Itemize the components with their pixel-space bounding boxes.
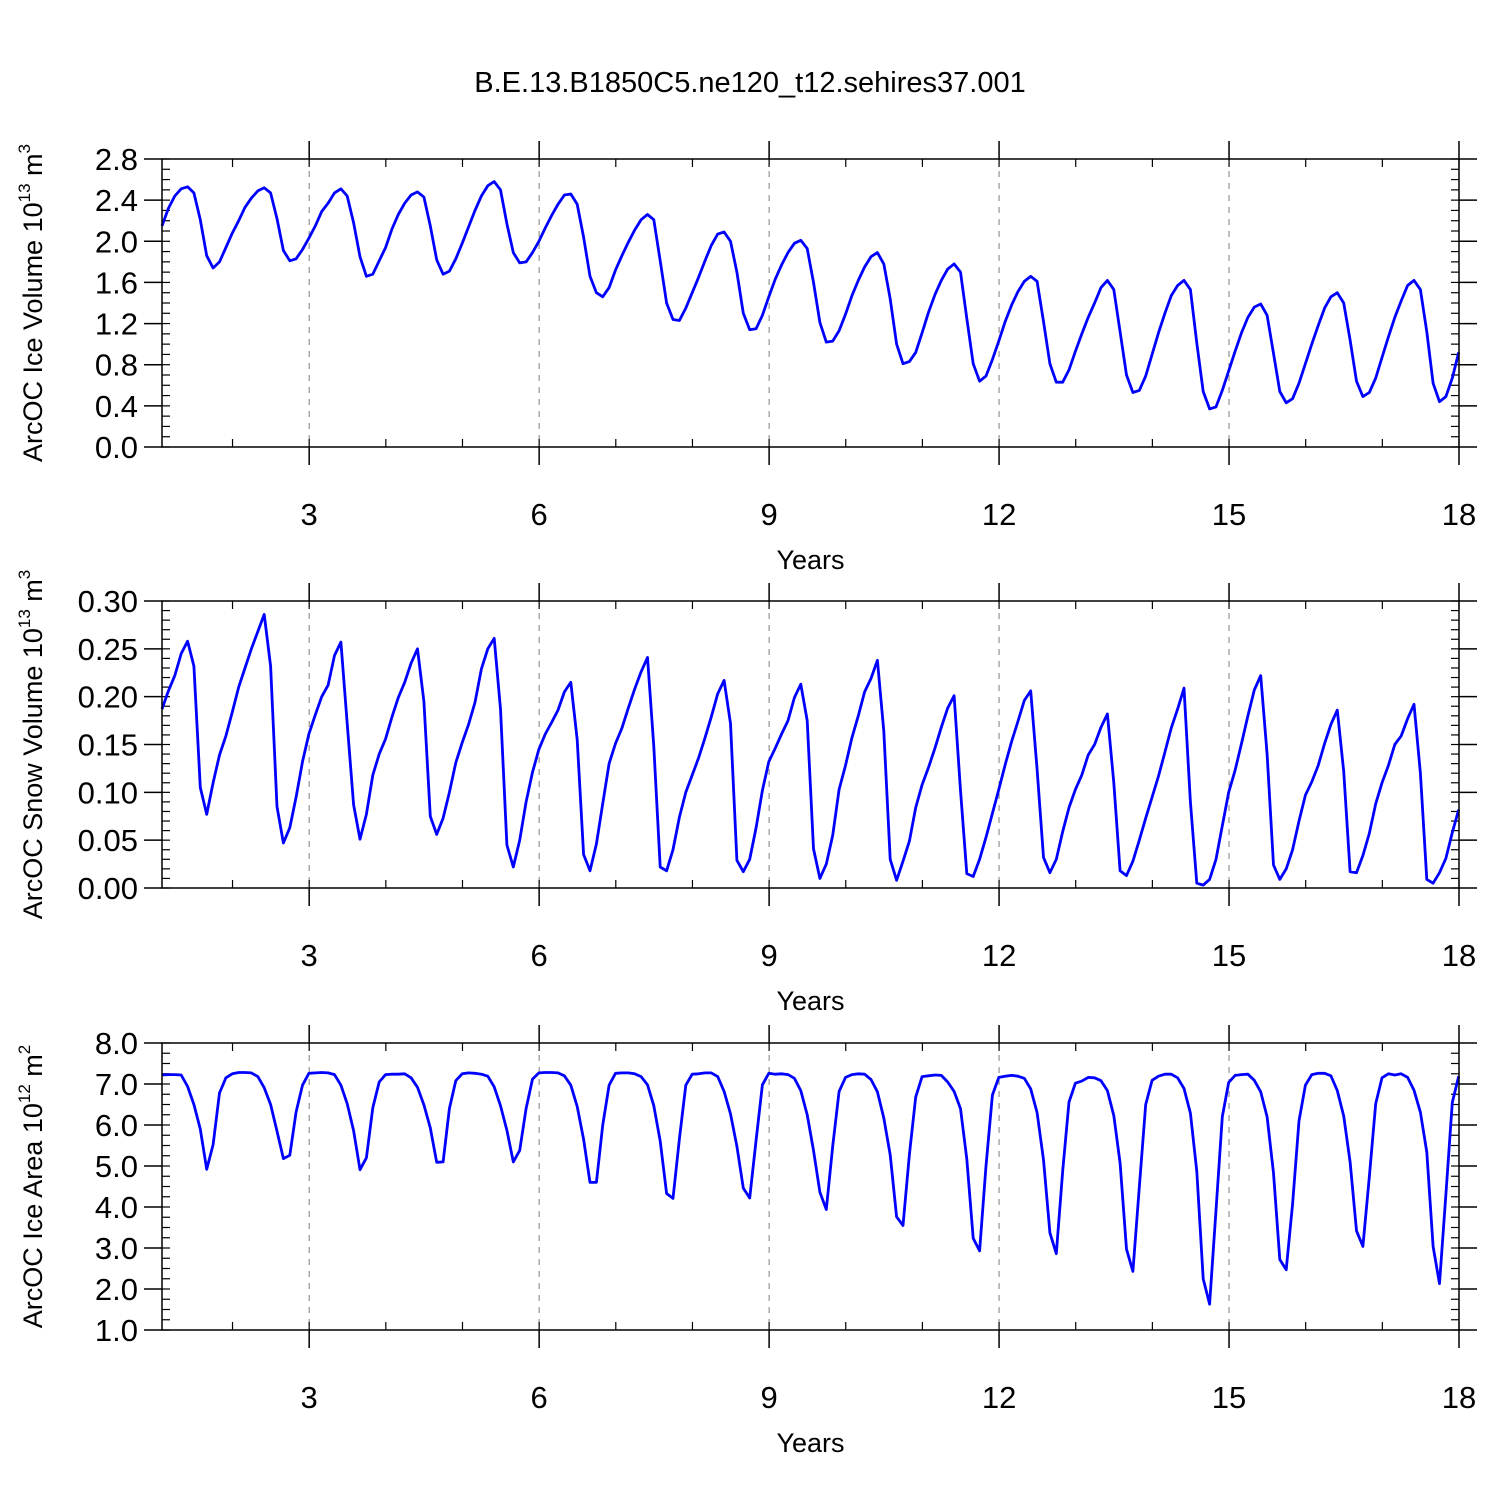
figure-title: B.E.13.B1850C5.ne120_t12.sehires37.001 xyxy=(474,67,1025,99)
y-axis-label: ArcOC Snow Volume 1013 m3 xyxy=(15,570,48,920)
x-tick-label: 3 xyxy=(301,497,318,532)
y-axis-label-unit-exponent: 3 xyxy=(15,570,34,579)
series-line xyxy=(160,613,1461,887)
y-tick-label: 0.4 xyxy=(95,389,138,424)
y-tick-label: 6.0 xyxy=(95,1108,138,1143)
y-axis-label-main: ArcOC Ice Area 10 xyxy=(18,1103,48,1328)
y-axis-label-main: ArcOC Ice Volume 10 xyxy=(18,202,48,462)
y-tick-label: 0.05 xyxy=(78,823,138,858)
y-axis-label-exponent: 13 xyxy=(15,183,34,202)
y-axis-label: ArcOC Ice Area 1012 m2 xyxy=(15,1045,48,1329)
x-tick-label: 15 xyxy=(1212,497,1246,532)
y-tick-label: 0.10 xyxy=(78,775,138,810)
y-tick-label: 2.0 xyxy=(95,224,138,259)
y-axis-label-unit: m xyxy=(18,1054,48,1084)
y-tick-label: 7.0 xyxy=(95,1067,138,1102)
y-tick-label: 0.30 xyxy=(78,584,138,619)
x-tick-label: 15 xyxy=(1212,938,1246,973)
y-tick-label: 5.0 xyxy=(95,1149,138,1184)
x-axis-label: Years xyxy=(776,986,844,1016)
y-tick-label: 3.0 xyxy=(95,1231,138,1266)
x-tick-label: 3 xyxy=(301,938,318,973)
x-tick-label: 6 xyxy=(531,938,548,973)
y-tick-label: 0.20 xyxy=(78,680,138,715)
x-tick-label: 18 xyxy=(1442,938,1476,973)
y-tick-label: 1.2 xyxy=(95,307,138,342)
y-tick-label: 4.0 xyxy=(95,1190,138,1225)
y-tick-label: 0.25 xyxy=(78,632,138,667)
y-tick-label: 0.00 xyxy=(78,871,138,906)
plot-frame xyxy=(161,600,1460,889)
y-axis-label: ArcOC Ice Volume 1013 m3 xyxy=(15,144,48,462)
y-tick-label: 1.6 xyxy=(95,265,138,300)
series-line xyxy=(161,1071,1461,1306)
x-tick-label: 9 xyxy=(760,938,777,973)
x-tick-label: 9 xyxy=(760,1380,777,1415)
x-axis-label: Years xyxy=(776,1428,844,1458)
y-tick-label: 1.0 xyxy=(95,1313,138,1348)
x-tick-label: 18 xyxy=(1442,497,1476,532)
y-axis-label-main: ArcOC Snow Volume 10 xyxy=(18,628,48,919)
x-tick-label: 15 xyxy=(1212,1380,1246,1415)
x-tick-label: 12 xyxy=(982,1380,1016,1415)
y-tick-label: 0.15 xyxy=(78,728,138,763)
y-axis-label-unit: m xyxy=(18,579,48,609)
y-tick-label: 0.0 xyxy=(95,430,138,465)
snow-volume-panel: 0.00 0.05 0.10 0.15 0.20 0.25 0.30 3 6 9 12 15 18 Yea… xyxy=(15,570,1477,1016)
y-tick-label: 8.0 xyxy=(95,1026,138,1061)
y-axis-label-exponent: 13 xyxy=(15,609,34,628)
x-tick-label: 12 xyxy=(982,497,1016,532)
plot-frame xyxy=(161,158,1460,448)
y-tick-label: 2.0 xyxy=(95,1272,138,1307)
y-axis-label-unit-exponent: 2 xyxy=(15,1045,34,1054)
x-tick-label: 6 xyxy=(531,1380,548,1415)
plot-frame xyxy=(161,1042,1460,1331)
x-tick-label: 9 xyxy=(760,497,777,532)
y-axis-label-exponent: 12 xyxy=(15,1084,34,1103)
x-tick-label: 6 xyxy=(531,497,548,532)
y-tick-label: 0.8 xyxy=(95,348,138,383)
x-tick-label: 12 xyxy=(982,938,1016,973)
y-axis-label-unit-exponent: 3 xyxy=(15,144,34,153)
x-tick-label: 3 xyxy=(301,1380,318,1415)
x-axis-label: Years xyxy=(776,545,844,575)
x-tick-label: 18 xyxy=(1442,1380,1476,1415)
ice-area-panel: 1.0 2.0 3.0 4.0 5.0 6.0 7.0 8.0 3 6 9 12 15 18 Years Ar… xyxy=(15,1025,1477,1458)
y-axis-label-unit: m xyxy=(18,153,48,183)
y-tick-label: 2.4 xyxy=(95,183,138,218)
series-line xyxy=(160,180,1461,411)
ice-volume-panel: 0.0 0.4 0.8 1.2 1.6 2.0 2.4 2.8 3 6 9 12 15 18 Years Ar… xyxy=(15,141,1477,575)
y-tick-label: 2.8 xyxy=(95,142,138,177)
